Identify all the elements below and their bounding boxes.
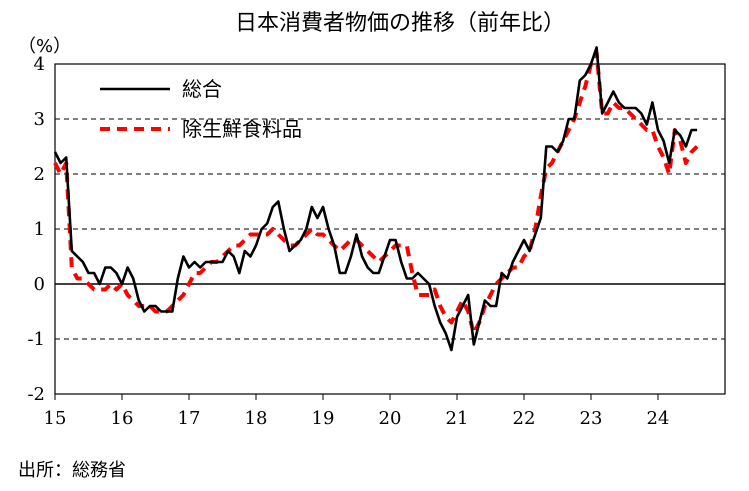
legend: 総合 除生鮮食料品 bbox=[100, 77, 302, 141]
y-tick-label: 3 bbox=[34, 109, 45, 130]
gridlines bbox=[55, 118, 725, 340]
x-tick-label: 17 bbox=[178, 408, 201, 429]
x-tick-label: 20 bbox=[379, 408, 402, 429]
source-note: 出所：総務省 bbox=[18, 460, 126, 481]
x-tick-label: 19 bbox=[312, 408, 335, 429]
y-axis-ticks: 4 3 2 1 0 -1 -2 bbox=[27, 54, 45, 405]
x-axis-ticks: 15 16 17 18 19 20 21 22 23 24 bbox=[44, 394, 670, 429]
y-tick-label: 2 bbox=[34, 164, 45, 185]
x-tick-label: 24 bbox=[647, 408, 670, 429]
plot-frame bbox=[54, 63, 726, 395]
y-tick-label: 4 bbox=[34, 54, 45, 75]
y-tick-label: 0 bbox=[34, 274, 45, 295]
x-tick-label: 15 bbox=[44, 408, 67, 429]
x-tick-label: 23 bbox=[580, 408, 603, 429]
y-tick-label: 1 bbox=[34, 219, 45, 240]
y-tick-label: -1 bbox=[27, 329, 45, 350]
y-axis-unit-label: （%） bbox=[18, 36, 71, 57]
x-tick-label: 16 bbox=[111, 408, 134, 429]
series-line-headline-cpi bbox=[53, 46, 698, 352]
x-tick-label: 22 bbox=[513, 408, 536, 429]
x-tick-label: 21 bbox=[446, 408, 469, 429]
chart-title: 日本消費者物価の推移（前年比） bbox=[235, 11, 565, 36]
y-tick-label: -2 bbox=[27, 384, 45, 405]
legend-label-core: 除生鮮食料品 bbox=[182, 117, 302, 141]
x-tick-label: 18 bbox=[245, 408, 268, 429]
legend-label-headline: 総合 bbox=[182, 77, 222, 101]
